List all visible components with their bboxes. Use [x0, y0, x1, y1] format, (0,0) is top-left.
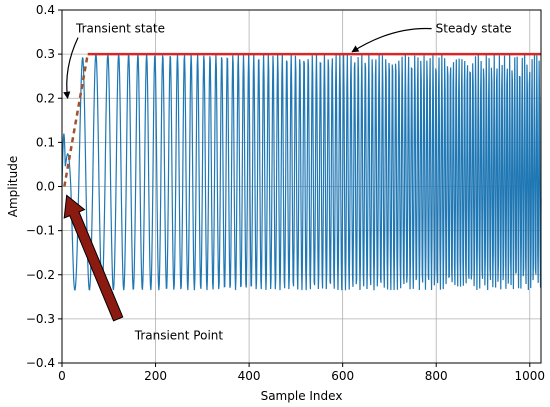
x-tick-label: 800: [425, 369, 448, 383]
signal-series: [61, 54, 542, 292]
steady-state-arrow: [351, 27, 432, 53]
transient-state-arrow: [63, 37, 79, 99]
y-tick-label: 0.2: [36, 91, 55, 105]
steady-state-label: Steady state: [436, 22, 512, 36]
y-tick-label: 0.4: [36, 3, 55, 17]
x-axis-label: Sample Index: [261, 389, 343, 403]
axis-ticks: 0 200 400 600 800 1000 −0.4 −0.3 −0.2 −0.1 0.0 0.1 0…: [26, 3, 545, 383]
x-tick-label: 600: [331, 369, 354, 383]
y-tick-label: −0.3: [26, 312, 55, 326]
x-tick-label: 200: [144, 369, 167, 383]
y-tick-label: 0.3: [36, 47, 55, 61]
transient-dashed-line: [63, 53, 89, 187]
transient-point-label: Transient Point: [134, 328, 224, 342]
annotations: Transient state Steady state Transient Poi…: [63, 22, 512, 342]
x-tick-label: 400: [238, 369, 261, 383]
reference-lines: [63, 52, 541, 187]
y-tick-label: −0.4: [26, 356, 55, 370]
y-axis-label: Amplitude: [6, 156, 20, 218]
signal-line: [61, 54, 542, 292]
x-tick-label: 1000: [515, 369, 546, 383]
y-tick-label: −0.2: [26, 268, 55, 282]
x-tick-label: 0: [58, 369, 66, 383]
y-tick-label: 0.1: [36, 135, 55, 149]
transient-state-label: Transient state: [75, 22, 165, 36]
y-tick-label: −0.1: [26, 224, 55, 238]
transient-point-arrow: [63, 194, 124, 322]
y-tick-label: 0.0: [36, 180, 55, 194]
